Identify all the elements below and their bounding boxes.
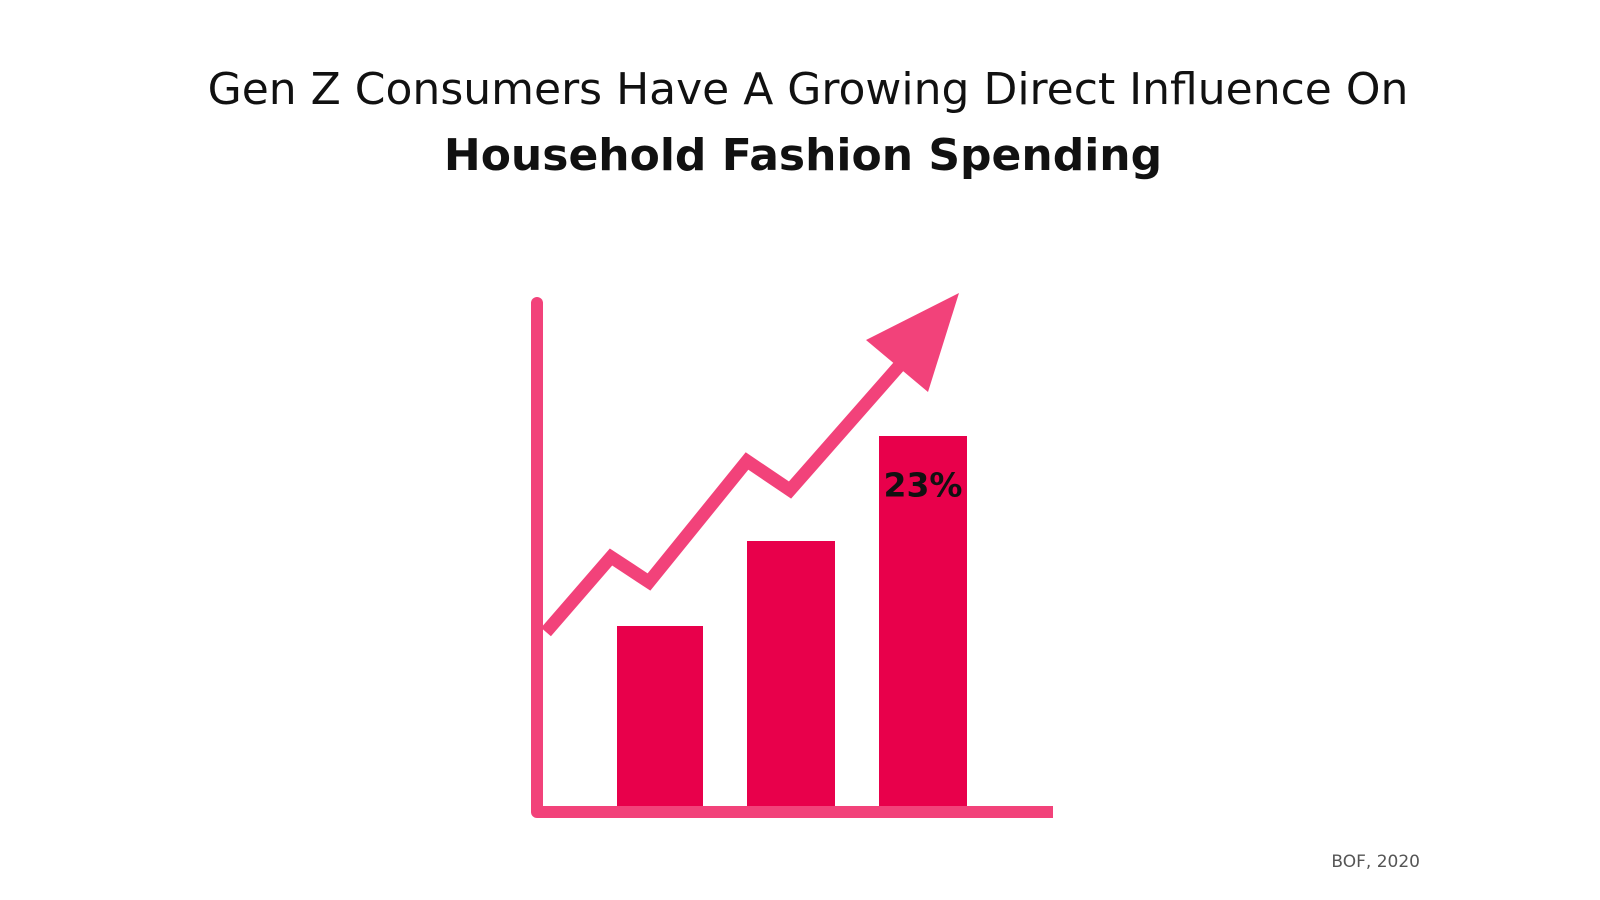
- bar: [617, 626, 703, 806]
- chart-icon: [531, 293, 1053, 818]
- source: BOF, 2020: [1331, 852, 1420, 872]
- bar-label: 23%: [884, 466, 963, 505]
- bar: [747, 541, 835, 806]
- trend-arrow: [541, 335, 927, 637]
- bar: [879, 436, 967, 806]
- title-line1: Gen Z Consumers Have A Growing Direct In…: [208, 64, 1409, 115]
- title-line2: Household Fashion Spending: [444, 130, 1162, 181]
- arrow-head: [866, 293, 959, 392]
